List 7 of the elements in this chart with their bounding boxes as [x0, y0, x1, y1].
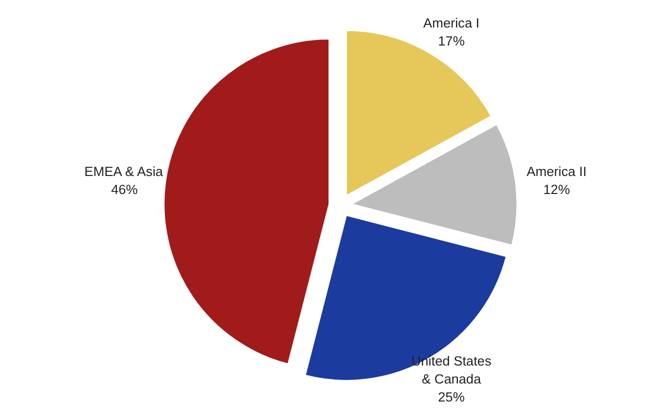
data-label: 17%	[438, 34, 465, 49]
slice-label: America II	[526, 164, 587, 179]
data-label: 25%	[438, 389, 465, 404]
slice-label: EMEA & Asia	[84, 164, 164, 179]
slice-label: America I	[423, 16, 480, 31]
data-label: 46%	[111, 182, 138, 197]
data-label: 12%	[543, 182, 570, 197]
